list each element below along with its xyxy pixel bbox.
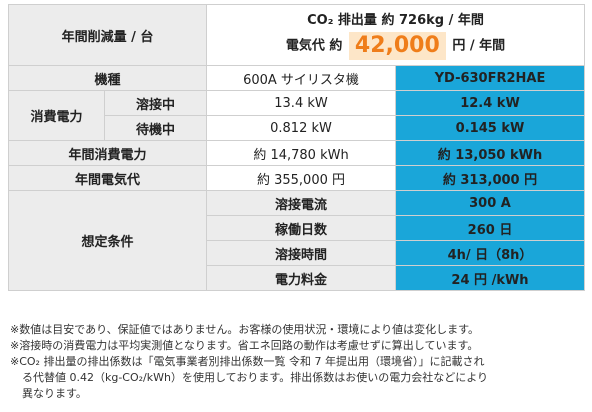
condition-value: 260 日: [395, 215, 585, 241]
condition-row: 溶接時間 4h/ 日（8h）: [9, 240, 585, 266]
footnotes: ※数値は目安であり、保証値ではありません。お客様の使用状況・環境により値は変化し…: [10, 322, 582, 402]
power-welding-row: 消費電力 溶接中 13.4 kW 12.4 kW: [8, 90, 585, 141]
footnote-continued: 異なります。: [22, 387, 87, 400]
savings-label: 年間削減量 / 台: [8, 4, 207, 66]
condition-value: 300 A: [395, 190, 585, 216]
condition-label: 稼働日数: [206, 215, 396, 241]
power-standby-current: 0.812 kW: [206, 115, 396, 141]
footnote: ※数値は目安であり、保証値ではありません。お客様の使用状況・環境により値は変化し…: [10, 323, 480, 336]
cost-suffix: 円 / 年間: [452, 38, 506, 54]
power-standby-label: 待機中: [104, 115, 207, 141]
power-welding-current: 13.4 kW: [206, 90, 396, 116]
condition-row: 稼働日数 260 日: [9, 215, 585, 241]
conditions-group-label: 想定条件: [8, 190, 207, 291]
condition-label: 溶接電流: [206, 190, 396, 216]
comparison-table: 年間削減量 / 台 CO₂ 排出量 約 726kg / 年間 電気代 約 42,…: [8, 4, 585, 291]
annual-cost-row: 年間電気代 約 355,000 円 約 313,000 円: [8, 165, 585, 191]
co2-savings: CO₂ 排出量 約 726kg / 年間: [307, 13, 484, 28]
condition-label: 溶接時間: [206, 240, 396, 266]
model-new: YD-630FR2HAE: [395, 65, 585, 91]
savings-summary: CO₂ 排出量 約 726kg / 年間 電気代 約 42,000 円 / 年間: [206, 4, 585, 66]
footnote: ※溶接時の消費電力は平均実測値となります。省エネ回路の動作は考慮せずに算出してい…: [10, 339, 479, 352]
cost-value: 42,000: [348, 32, 446, 60]
power-welding-label: 溶接中: [104, 90, 207, 116]
cost-prefix: 電気代 約: [285, 38, 343, 54]
annual-power-new: 約 13,050 kWh: [395, 140, 585, 166]
power-group-label: 消費電力: [8, 90, 105, 141]
annual-cost-new: 約 313,000 円: [395, 165, 585, 191]
model-current: 600A サイリスタ機: [206, 65, 396, 91]
power-standby-row: 待機中 0.812 kW 0.145 kW: [9, 115, 585, 141]
power-welding-new: 12.4 kW: [395, 90, 585, 116]
savings-row: 年間削減量 / 台 CO₂ 排出量 約 726kg / 年間 電気代 約 42,…: [8, 4, 585, 66]
annual-power-label: 年間消費電力: [8, 140, 207, 166]
model-row: 機種 600A サイリスタ機 YD-630FR2HAE: [8, 65, 585, 91]
model-label: 機種: [8, 65, 207, 91]
condition-value: 4h/ 日（8h）: [395, 240, 585, 266]
condition-row: 電力料金 24 円 /kWh: [9, 265, 585, 291]
footnote: ※CO₂ 排出量の排出係数は「電気事業者別排出係数一覧 令和 7 年提出用（環境…: [10, 355, 485, 368]
annual-cost-label: 年間電気代: [8, 165, 207, 191]
footnote-continued: る代替値 0.42（kg-CO₂/kWh）を使用しております。排出係数はお使いの…: [22, 371, 489, 384]
annual-cost-current: 約 355,000 円: [206, 165, 396, 191]
annual-power-row: 年間消費電力 約 14,780 kWh 約 13,050 kWh: [8, 140, 585, 166]
condition-value: 24 円 /kWh: [395, 265, 585, 291]
power-standby-new: 0.145 kW: [395, 115, 585, 141]
condition-label: 電力料金: [206, 265, 396, 291]
cost-savings: 電気代 約 42,000 円 / 年間: [208, 32, 584, 60]
condition-row: 想定条件 溶接電流 300 A: [8, 190, 585, 291]
annual-power-current: 約 14,780 kWh: [206, 140, 396, 166]
